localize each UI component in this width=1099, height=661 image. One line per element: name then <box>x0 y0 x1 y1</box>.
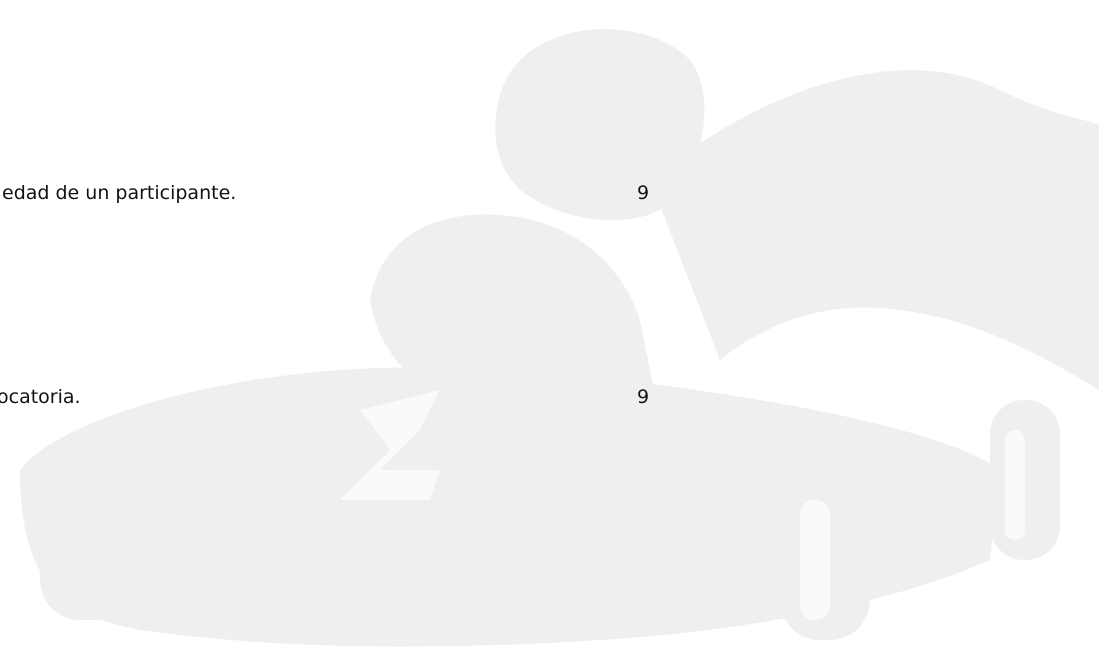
entry-text: edad de un participante. <box>2 182 236 204</box>
page: edad de un participante. 9 ocatoria. 9 {… <box>0 0 1099 661</box>
entry-text: ocatoria. <box>0 386 81 408</box>
kart-watermark <box>0 0 1099 661</box>
entry-page: 9 <box>637 386 649 408</box>
entry-page: 9 <box>637 182 649 204</box>
